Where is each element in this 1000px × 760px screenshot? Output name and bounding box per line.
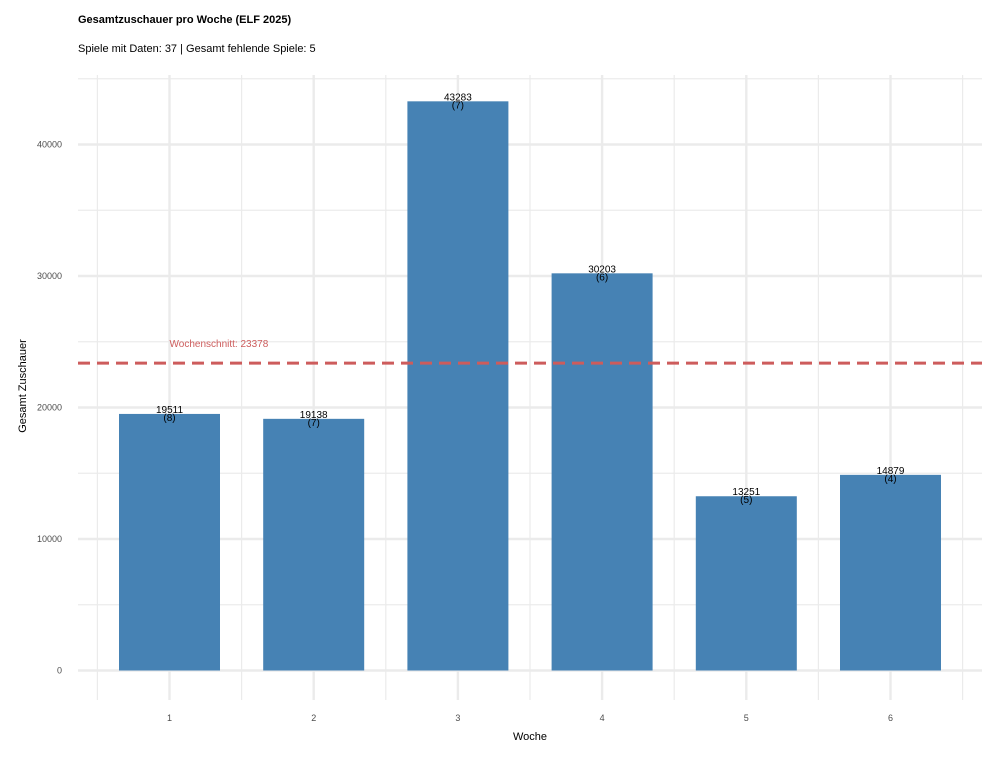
x-axis-title: Woche — [513, 731, 547, 743]
bar-count-label: (6) — [596, 272, 608, 283]
bar-value-label: 14879 — [877, 466, 905, 477]
bar-value-label: 19511 — [156, 405, 184, 416]
y-tick-label: 0 — [57, 666, 62, 676]
bar-value-label: 19138 — [300, 410, 328, 421]
x-tick-label: 6 — [888, 713, 893, 723]
chart-title: Gesamtzuschauer pro Woche (ELF 2025) — [78, 14, 292, 26]
x-tick-label: 4 — [600, 713, 605, 723]
y-tick-label: 10000 — [37, 534, 62, 544]
reference-line-label: Wochenschnitt: 23378 — [170, 339, 269, 350]
bars — [119, 101, 941, 671]
y-axis-ticks: 0 10000 20000 30000 40000 — [37, 140, 62, 676]
reference-line-group: Wochenschnitt: 23378 — [78, 339, 982, 365]
bar-value-label: 43283 — [444, 92, 472, 103]
bar-labels: 19511(8) 19138(7)43283(7)30203(6)13251(5)… — [156, 92, 905, 506]
x-tick-label: 3 — [455, 713, 460, 723]
bar-week-6 — [840, 474, 941, 671]
bar-count-label: (7) — [452, 100, 464, 111]
bar-week-5 — [695, 496, 797, 671]
y-tick-label: 20000 — [37, 403, 62, 413]
bar-week-2 — [263, 418, 365, 671]
y-axis-title: Gesamt Zuschauer — [17, 339, 29, 433]
x-tick-label: 1 — [167, 713, 172, 723]
x-tick-label: 2 — [311, 713, 316, 723]
grid-minor — [78, 75, 982, 700]
chart-subtitle: Spiele mit Daten: 37 | Gesamt fehlende S… — [78, 43, 316, 55]
bar-week-3 — [407, 101, 509, 671]
bar-value-label: 13251 — [732, 487, 760, 498]
bar-week-4 — [551, 273, 653, 671]
x-tick-label: 5 — [744, 713, 749, 723]
bar-value-label: 30203 — [588, 264, 616, 275]
x-axis-ticks: 1 2 3 4 5 6 — [167, 713, 893, 723]
bar-count-label: (7) — [308, 418, 320, 429]
bar-count-label: (5) — [740, 495, 752, 506]
bar-count-label: (8) — [163, 413, 175, 424]
y-tick-label: 30000 — [37, 271, 62, 281]
bar-week-1 — [119, 413, 220, 671]
y-tick-label: 40000 — [37, 140, 62, 150]
bar-count-label: (4) — [884, 474, 896, 485]
